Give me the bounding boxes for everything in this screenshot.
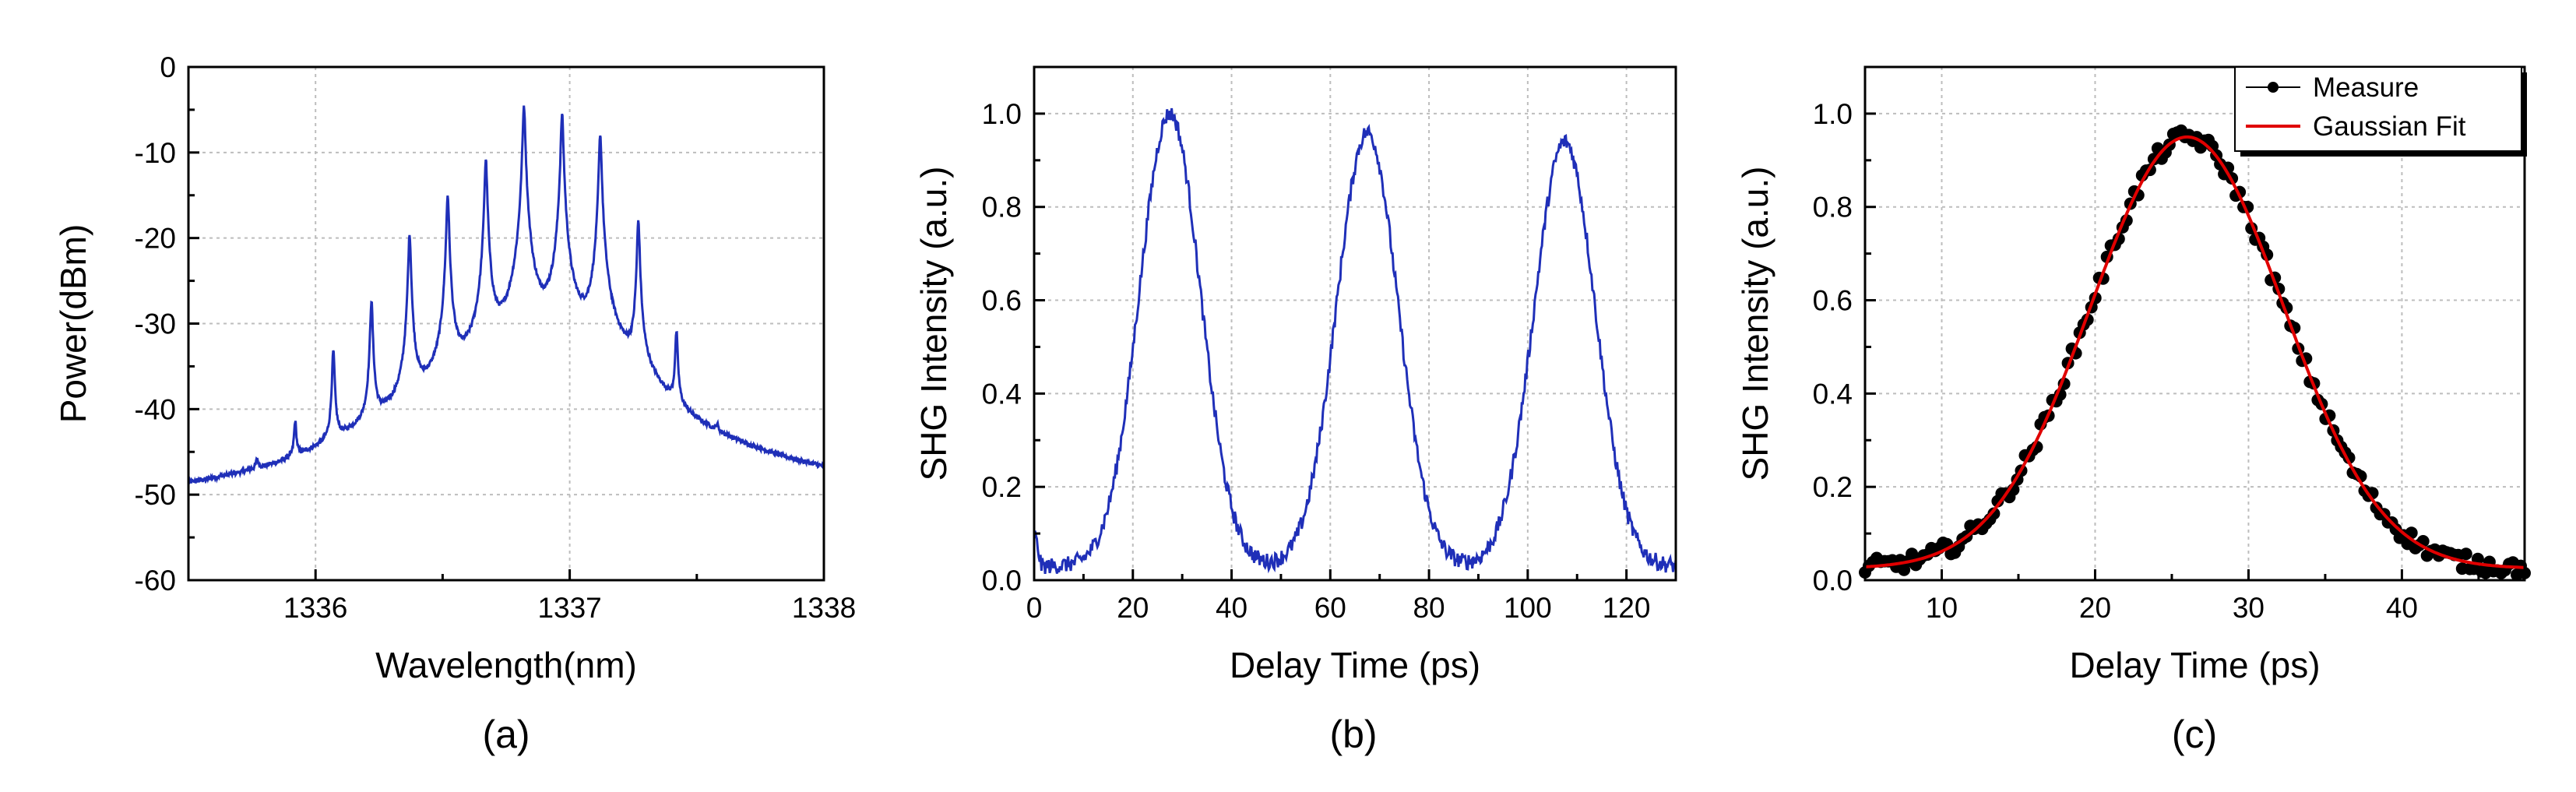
panel-a-y-ticks: 0 -10 -20 -30 -40 -50 -60 (135, 51, 199, 597)
panel-c-gaussian-fit-line (1864, 135, 2525, 569)
panel-c-y-tick-label: 0.2 (1813, 471, 1853, 503)
measure-point (2459, 547, 2472, 561)
panel-c-y-axis-label: SHG Intensity (a.u.) (1735, 167, 1775, 481)
panel-c-legend: Measure Gaussian Fit (2234, 66, 2527, 157)
panel-a-x-tick-label: 1337 (537, 592, 601, 624)
panel-c-label: (c) (2172, 713, 2217, 756)
panel-b-x-tick-label: 20 (1117, 592, 1149, 624)
panel-a-y-tick-label: -60 (135, 565, 176, 597)
panel-c-y-tick-label: 0.4 (1813, 378, 1853, 410)
panel-a-power-spectrum: 1336 1337 1338 0 -10 -20 -30 -40 -50 -60 Wavelen… (53, 51, 856, 756)
panel-b-y-tick-label: 1.0 (982, 98, 1022, 130)
panel-a-label: (a) (482, 713, 530, 756)
panel-b-autocorrelation-train: 0 20 40 60 80 100 120 0.0 0.2 0.4 0.6 0.8 1.0 Delay… (913, 65, 1677, 756)
panel-c-y-ticks: 0.0 0.2 0.4 0.6 0.8 1.0 (1813, 98, 1876, 597)
panel-b-y-tick-label: 0.2 (982, 471, 1022, 503)
panel-a-y-tick-label: 0 (160, 51, 176, 83)
panel-a-y-tick-label: -30 (135, 308, 176, 340)
panel-b-y-axis-label: SHG Intensity (a.u.) (913, 167, 954, 481)
legend-measure-marker (2268, 82, 2279, 93)
panel-a-y-tick-label: -50 (135, 479, 176, 511)
panel-a-grid (188, 67, 824, 580)
panel-b-y-tick-label: 0.4 (982, 378, 1022, 410)
panel-c-x-tick-label: 10 (1926, 592, 1958, 624)
panel-c-frame (1863, 65, 2526, 582)
panel-b-y-ticks: 0.0 0.2 0.4 0.6 0.8 1.0 (982, 98, 1045, 597)
panel-c-x-tick-label: 20 (2079, 592, 2111, 624)
panel-b-frame (1033, 65, 1677, 582)
measure-point (1987, 507, 2001, 520)
panel-a-y-tick-label: -40 (135, 393, 176, 425)
panel-c-x-tick-label: 30 (2233, 592, 2265, 624)
panel-b-x-tick-label: 100 (1504, 592, 1552, 624)
panel-a-x-ticks: 1336 1337 1338 (283, 569, 856, 624)
panel-b-x-ticks: 0 20 40 60 80 100 120 (1026, 569, 1651, 624)
panel-b-x-tick-label: 60 (1314, 592, 1346, 624)
legend-measure-label: Measure (2313, 72, 2419, 103)
panel-c-y-tick-label: 0.6 (1813, 285, 1853, 317)
panel-a-x-axis-label: Wavelength(nm) (375, 645, 637, 685)
panel-a-x-tick-label: 1338 (792, 592, 856, 624)
panel-b-y-tick-label: 0.6 (982, 285, 1022, 317)
panel-c-measure-points (1859, 124, 2531, 581)
panel-a-x-tick-label: 1336 (283, 592, 347, 624)
panel-b-x-axis-label: Delay Time (ps) (1230, 645, 1480, 685)
panel-b-y-tick-label: 0.8 (982, 192, 1022, 224)
panel-c-x-ticks: 10 20 30 40 (1926, 569, 2480, 624)
panel-a-y-tick-label: -20 (135, 223, 176, 255)
panel-c-y-tick-label: 0.0 (1813, 565, 1853, 597)
panel-c-x-axis-label: Delay Time (ps) (2069, 645, 2320, 685)
panel-b-x-tick-label: 120 (1603, 592, 1651, 624)
legend-fit-label: Gaussian Fit (2313, 111, 2466, 142)
panel-c-y-tick-label: 1.0 (1813, 98, 1853, 130)
panel-a-y-tick-label: -10 (135, 137, 176, 169)
panel-b-x-tick-label: 0 (1026, 592, 1043, 624)
panel-a-y-axis-label: Power(dBm) (53, 224, 93, 424)
panel-b-label: (b) (1329, 713, 1377, 756)
panel-b-grid (1034, 67, 1676, 580)
panel-b-y-tick-label: 0.0 (982, 565, 1022, 597)
panel-c-x-tick-label: 40 (2386, 592, 2418, 624)
panel-b-x-tick-label: 80 (1413, 592, 1445, 624)
panel-c-y-tick-label: 0.8 (1813, 192, 1853, 224)
legend-box (2234, 66, 2522, 152)
panel-b-x-tick-label: 40 (1216, 592, 1248, 624)
panel-b-shg-line (1033, 107, 1677, 575)
panel-a-spectrum-line (187, 105, 825, 488)
panel-c-gaussian-fit: 10 20 30 40 0.0 0.2 0.4 0.6 0.8 1.0 Delay Time (… (1735, 65, 2531, 756)
